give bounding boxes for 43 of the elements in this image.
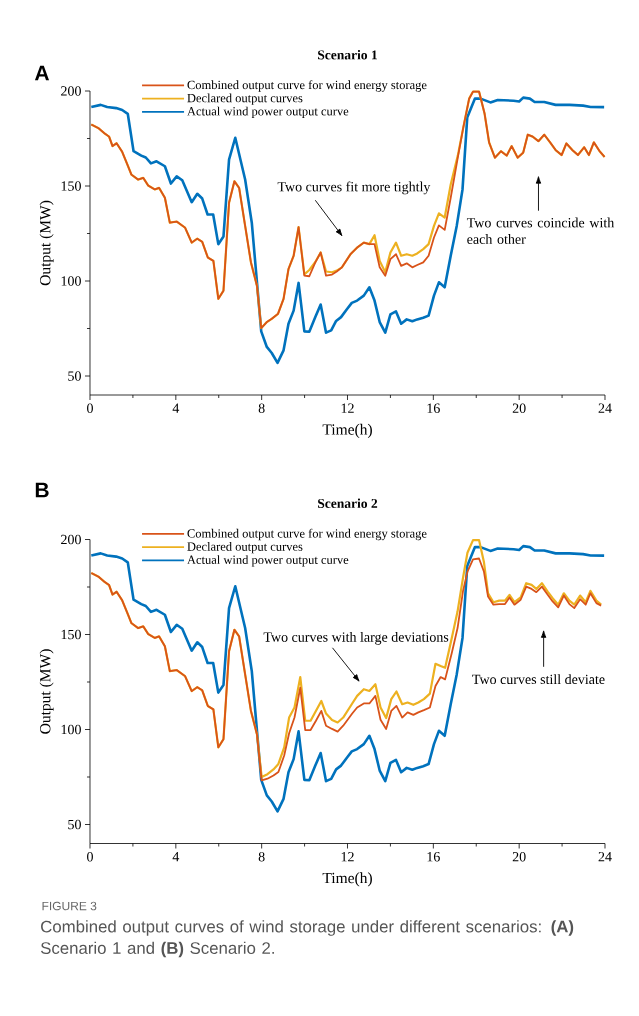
x-tick-label: 4 [172,852,180,862]
x-tick-label: 24 [598,852,612,862]
x-axis-title: Time(h) [322,872,372,887]
legend-label: Combined output curve for wind energy storage [187,80,427,92]
legend-label: Actual wind power output curve [187,106,349,119]
annotation: Two curves coincide with each other [466,217,615,244]
x-tick-label: 16 [427,403,440,413]
x-tick-label: 0 [87,403,93,413]
text: B [35,482,49,498]
annotation: Two curves still deviate [472,674,605,685]
annotation: Two curves fit more tightly [277,181,431,195]
x-tick-label: 4 [172,403,180,413]
y-tick-label: 200 [61,534,81,545]
x-tick-label: 0 [87,852,93,862]
x-tick-label: 20 [512,852,526,862]
chart-title: Scenario 2 [318,498,378,508]
x-tick-label: 16 [427,852,440,862]
legend-label: Declared output curves [187,93,303,105]
y-tick-label: 150 [61,181,81,191]
x-tick-label: 12 [341,403,354,413]
text: Combined output curves of wind storage under different scenarios: (A) Scenario 1 and (B) Scenario 2. [40,920,574,958]
x-tick-label: 8 [258,852,265,862]
y-tick-label: 50 [68,371,81,381]
y-axis-title: Output (MW) [39,649,54,734]
y-tick-label: 200 [61,86,81,96]
legend-label: Actual wind power output curve [187,555,349,567]
caption: FIGURE 3 [42,901,97,911]
x-tick-label: 24 [598,403,612,413]
text: A [34,65,50,81]
chart-title: Scenario 1 [318,49,377,60]
legend-label: Combined output curve for wind energy storage [187,528,427,541]
x-tick-label: 20 [512,403,526,413]
y-tick-label: 100 [61,724,81,735]
x-tick-label: 12 [341,852,354,862]
y-tick-label: 50 [68,819,81,830]
y-tick-label: 100 [61,276,81,286]
x-tick-label: 8 [258,403,265,413]
x-axis-title: Time(h) [322,423,372,438]
legend-label: Declared output curves [187,542,303,554]
y-tick-label: 150 [61,629,81,640]
y-axis-title: Output (MW) [39,200,54,286]
annotation: Two curves with large deviations [263,631,449,645]
line-series [89,544,606,813]
